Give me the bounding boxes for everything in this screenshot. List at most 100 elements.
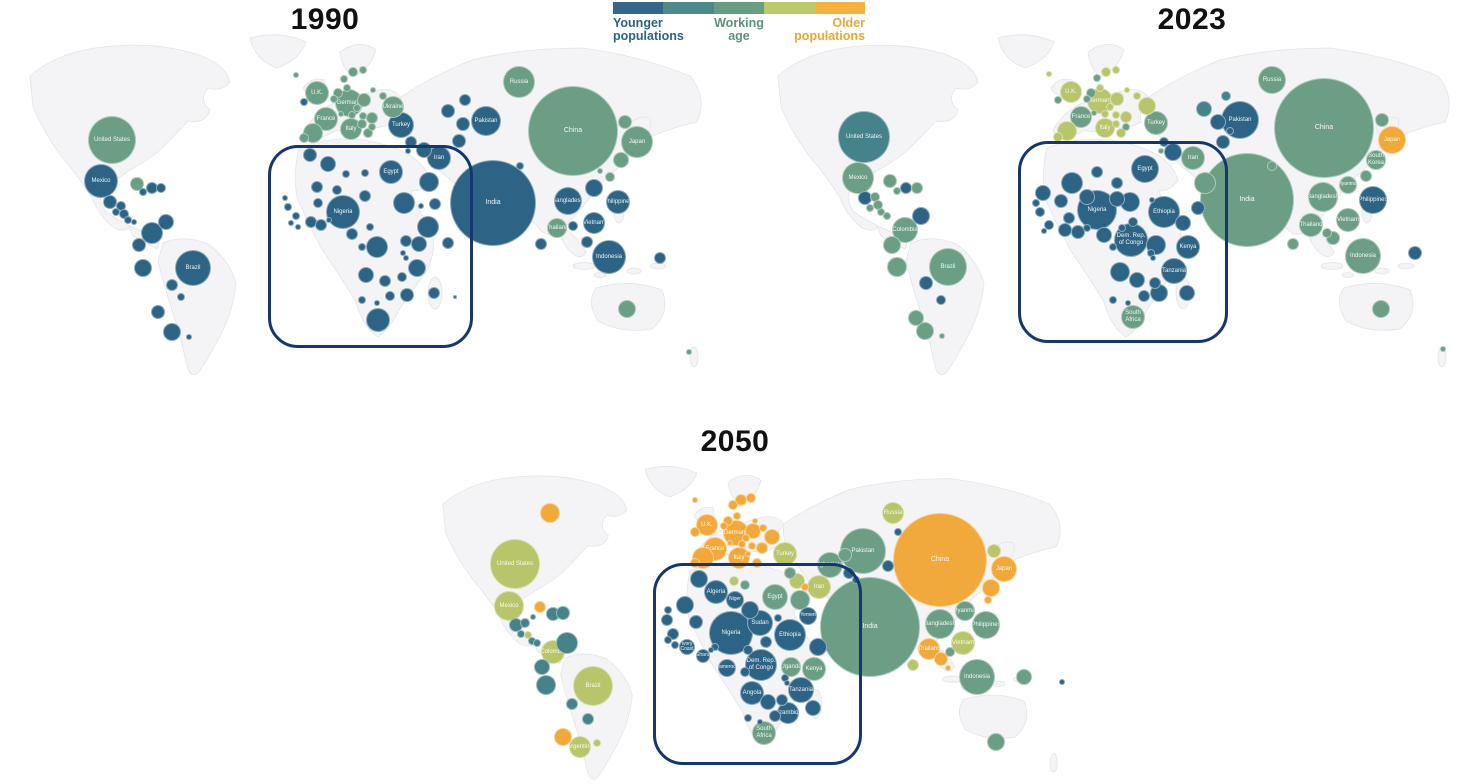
country-bubble-label: Turkey [775, 550, 795, 557]
country-bubble [405, 148, 411, 154]
country-bubble [752, 518, 758, 524]
country-bubble [1149, 277, 1161, 289]
country-bubble [1054, 194, 1068, 208]
country-bubble [379, 275, 391, 287]
country-bubble [1216, 135, 1230, 149]
country-bubble [740, 667, 750, 677]
country-bubble [987, 733, 1005, 751]
country-bubble [163, 323, 181, 341]
country-bubble [1221, 91, 1231, 101]
country-bubble [534, 659, 550, 675]
country-bubble-tanzania: Tanzania [788, 677, 814, 703]
country-bubble-label: France [1071, 113, 1091, 120]
country-bubble [400, 235, 412, 247]
country-bubble-cameroon: Cameroon [718, 659, 736, 677]
country-bubble [690, 527, 700, 537]
country-bubble [554, 728, 572, 746]
country-bubble [605, 172, 615, 182]
country-bubble [760, 636, 772, 648]
country-bubble-south-africa: South Africa [752, 721, 776, 745]
country-bubble [1124, 87, 1130, 93]
country-bubble [582, 713, 594, 725]
country-bubble [1408, 246, 1422, 260]
country-bubble [866, 204, 874, 212]
country-bubble-label: Brazil [940, 263, 956, 270]
country-bubble [1091, 166, 1103, 178]
country-bubble [1110, 92, 1124, 106]
country-bubble-label: Mozambique [778, 709, 799, 716]
country-bubble-label: Germany [336, 99, 362, 106]
country-bubble [536, 675, 556, 695]
country-bubble-label: Angola [742, 689, 762, 696]
country-bubble [419, 172, 439, 192]
legend-gradient-bar [613, 2, 866, 14]
country-bubble-label: India [485, 199, 501, 207]
country-bubble-mexico: Mexico [842, 162, 874, 194]
country-bubble-label: India [862, 623, 878, 631]
country-bubble [1035, 185, 1051, 201]
country-bubble-philippines: Philippines [972, 611, 1000, 639]
country-bubble [340, 75, 348, 83]
country-bubble [838, 548, 852, 562]
country-bubble [1125, 300, 1131, 306]
country-bubble-label: Iran [813, 583, 825, 590]
country-bubble-label: Sudan [751, 619, 769, 626]
country-bubble-label: Brazil [585, 682, 601, 689]
country-bubble [671, 641, 679, 649]
country-bubble [166, 279, 178, 291]
country-bubble [1122, 123, 1130, 131]
country-bubble-label: Kenya [805, 665, 823, 672]
country-bubble-label: Egypt [383, 168, 399, 175]
country-bubble [151, 305, 165, 319]
country-bubble [1071, 225, 1085, 239]
country-bubble-bangladesh: Bangladesh [925, 609, 955, 639]
country-bubble [330, 95, 338, 103]
country-bubble-label: Ivory Coast [680, 640, 694, 652]
country-bubble [1175, 215, 1191, 231]
country-bubble-egypt: Egypt [762, 584, 788, 610]
country-bubble-united-states: United States [88, 116, 136, 164]
country-bubble [805, 700, 821, 716]
country-bubble-thailand: Thailand [1299, 213, 1323, 237]
country-bubble-tanzania: Tanzania [1161, 258, 1187, 284]
country-bubble-argentina: Argentina [569, 736, 591, 758]
country-bubble-nigeria: Nigeria [326, 195, 360, 229]
country-bubble [411, 236, 427, 252]
country-bubble [366, 236, 388, 258]
country-bubble [769, 710, 781, 722]
legend-gradient-segment [814, 2, 866, 14]
country-bubble [1179, 285, 1195, 301]
country-bubble [774, 614, 782, 622]
country-bubble [359, 190, 371, 202]
country-bubble [385, 291, 395, 301]
country-bubble [585, 179, 603, 197]
country-bubble [764, 529, 780, 545]
country-bubble-russia: Russia [882, 502, 904, 524]
country-bubble-label: Brazil [185, 264, 201, 271]
country-bubble-label: Italy [1099, 124, 1111, 131]
country-bubble [1054, 96, 1062, 104]
country-bubble [1096, 84, 1104, 92]
country-bubble [894, 528, 902, 536]
country-bubble-u-k-: U.K. [696, 514, 718, 536]
country-bubble [1158, 148, 1164, 154]
country-bubble-label: Ethiopia [779, 631, 801, 638]
country-bubble-label: Russia [1262, 76, 1282, 83]
country-bubble-kenya: Kenya [1176, 235, 1200, 259]
country-bubble-label: South Africa [756, 726, 772, 739]
country-bubble [1109, 191, 1125, 207]
country-bubble-philippines: Philippines [606, 190, 630, 214]
country-bubble [379, 92, 387, 100]
country-bubble [428, 287, 440, 299]
country-bubble [156, 183, 166, 193]
country-bubble [740, 580, 750, 590]
country-bubble [597, 168, 603, 174]
country-bubble-label: Colombia [892, 226, 918, 233]
country-bubble [676, 596, 694, 614]
country-bubble [134, 259, 152, 277]
country-bubble-label: Thailand [548, 224, 566, 231]
country-bubble [757, 719, 763, 725]
country-bubble-label: France [316, 115, 336, 122]
country-bubble-indonesia: Indonesia [592, 240, 626, 274]
country-bubble-label: India [1239, 196, 1255, 204]
